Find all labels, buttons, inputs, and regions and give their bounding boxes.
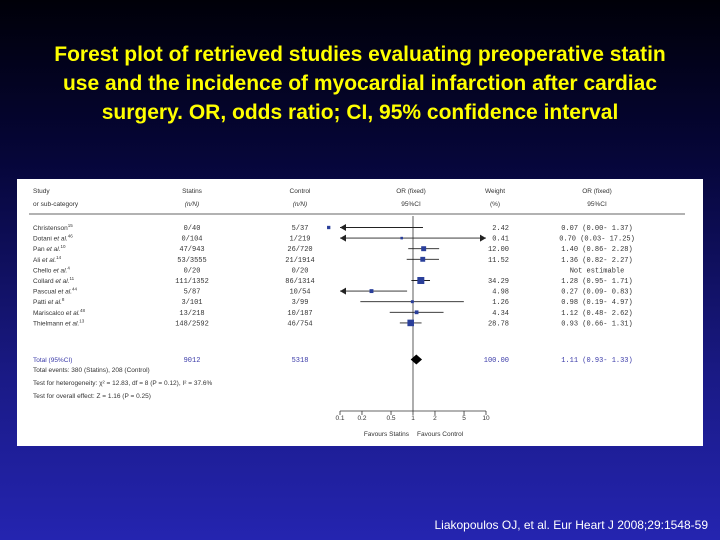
control-value: 10/187 <box>287 310 312 318</box>
ci-arrow-left <box>340 234 346 242</box>
header-statins-sub: (n/N) <box>185 201 199 208</box>
ci-arrow-left <box>340 287 346 295</box>
x-tick-label: 2 <box>433 415 437 422</box>
weight-value: 2.42 <box>492 225 509 233</box>
x-tick-label: 5 <box>462 415 466 422</box>
x-tick-label: 0.5 <box>387 415 396 422</box>
header-or-sub: 95%CI <box>401 201 421 208</box>
statins-value: 13/218 <box>179 310 204 318</box>
point-estimate <box>421 246 427 252</box>
header-weight-sub: (%) <box>490 201 500 208</box>
study-name: Ali et al.14 <box>33 255 62 264</box>
favours-left-label: Favours Statins <box>364 431 410 438</box>
control-value: 3/99 <box>292 299 309 307</box>
or-ci-value: 1.36 (0.82- 2.27) <box>561 257 632 265</box>
statins-value: 47/943 <box>179 246 204 254</box>
study-name: Patti et al.8 <box>33 297 65 306</box>
study-name: Chello et al.4 <box>33 265 70 274</box>
footnote-heterogeneity: Test for heterogeneity: χ² = 12.83, df =… <box>33 380 212 387</box>
statins-value: 0/104 <box>181 236 202 244</box>
total-label: Total (95%CI) <box>33 357 72 364</box>
control-value: 5/37 <box>292 225 309 233</box>
weight-value: 4.98 <box>492 289 509 297</box>
title-line-1: Forest plot of retrieved studies evaluat… <box>54 43 666 66</box>
weight-value: 28.78 <box>488 320 509 328</box>
favours-right-label: Favours Control <box>417 431 464 438</box>
total-weight: 100.00 <box>484 357 509 365</box>
point-estimate <box>420 256 426 262</box>
weight-value: 11.52 <box>488 257 509 265</box>
or-ci-value: 1.28 (0.95- 1.71) <box>561 278 632 286</box>
control-value: 26/720 <box>287 246 312 254</box>
study-name: Thielmann et al.13 <box>33 318 85 327</box>
statins-value: 3/101 <box>181 299 202 307</box>
point-estimate <box>410 300 414 304</box>
forest-plot: Study or sub-category Statins (n/N) Control (… <box>29 188 685 438</box>
header-statins: Statins <box>182 188 203 195</box>
header-control-sub: (n/N) <box>293 201 307 208</box>
or-ci-value: Not estimable <box>570 267 625 275</box>
x-tick-label: 0.1 <box>335 415 344 422</box>
study-name: Pan et al.10 <box>33 244 66 253</box>
control-value: 0/20 <box>292 267 309 275</box>
point-estimate <box>400 236 403 240</box>
point-estimate <box>407 319 414 327</box>
ci-arrow-left <box>340 224 346 231</box>
weight-value: 0.41 <box>492 236 509 244</box>
header-or-ci-sub: 95%CI <box>587 201 607 208</box>
or-ci-value: 1.12 (0.48- 2.62) <box>561 310 632 318</box>
header-study-sub: or sub-category <box>33 201 79 208</box>
statins-value: 148/2592 <box>175 320 209 328</box>
study-name: Christenson15 <box>33 223 73 232</box>
or-ci-value: 1.40 (0.86- 2.28) <box>561 246 632 254</box>
study-name: Dotani et al.46 <box>33 234 73 243</box>
x-tick-label: 0.2 <box>357 415 366 422</box>
control-value: 10/54 <box>289 289 310 297</box>
study-name: Pascual et al.44 <box>33 287 78 296</box>
total-or-ci: 1.11 (0.93- 1.33) <box>561 357 632 365</box>
control-value: 46/754 <box>287 320 312 328</box>
header-weight: Weight <box>485 188 505 195</box>
forest-plot-panel: Study or sub-category Statins (n/N) Control (… <box>17 179 703 446</box>
weight-value: 34.29 <box>488 278 509 286</box>
study-name: Mariscalco et al.48 <box>33 308 85 317</box>
x-tick-label: 1 <box>411 415 415 422</box>
x-tick-label: 10 <box>482 415 490 422</box>
control-value: 1/219 <box>289 236 310 244</box>
title-line-2: use and the incidence of myocardial infa… <box>62 72 657 95</box>
title-line-3: surgery. OR, odds ratio; CI, 95% confide… <box>101 101 619 124</box>
header-control: Control <box>290 188 312 195</box>
footnote-events: Total events: 380 (Statins), 208 (Contro… <box>33 367 150 374</box>
footnote-overall: Test for overall effect: Z = 1.16 (P = 0… <box>33 393 151 400</box>
ci-arrow-right <box>480 234 486 242</box>
header-study: Study <box>33 188 50 195</box>
weight-value: 12.00 <box>488 246 509 254</box>
slide-title: Forest plot of retrieved studies evaluat… <box>0 40 720 127</box>
weight-value: 4.34 <box>492 310 509 318</box>
point-estimate <box>414 310 419 315</box>
total-statins: 9012 <box>184 357 201 365</box>
citation: Liakopoulos OJ, et al. Eur Heart J 2008;… <box>434 518 708 532</box>
statins-value: 5/87 <box>184 289 201 297</box>
statins-value: 53/3555 <box>177 257 206 265</box>
header-or-ci: OR (fixed) <box>582 188 612 195</box>
or-ci-value: 0.07 (0.00- 1.37) <box>561 225 632 233</box>
or-ci-value: 0.70 (0.03- 17.25) <box>559 236 635 244</box>
control-value: 21/1914 <box>285 257 314 265</box>
or-ci-value: 0.98 (0.19- 4.97) <box>561 299 632 307</box>
point-estimate <box>327 225 331 230</box>
weight-value: 1.26 <box>492 299 509 307</box>
or-ci-value: 0.27 (0.09- 0.83) <box>561 289 632 297</box>
control-value: 86/1314 <box>285 278 314 286</box>
statins-value: 111/1352 <box>175 278 209 286</box>
header-or: OR (fixed) <box>396 188 426 195</box>
point-estimate <box>417 277 425 284</box>
total-diamond <box>410 354 423 365</box>
total-control: 5318 <box>292 357 309 365</box>
or-ci-value: 0.93 (0.66- 1.31) <box>561 320 632 328</box>
statins-value: 0/40 <box>184 225 201 233</box>
study-name: Collard et al.11 <box>33 276 75 285</box>
point-estimate <box>369 289 374 294</box>
statins-value: 0/20 <box>184 267 201 275</box>
